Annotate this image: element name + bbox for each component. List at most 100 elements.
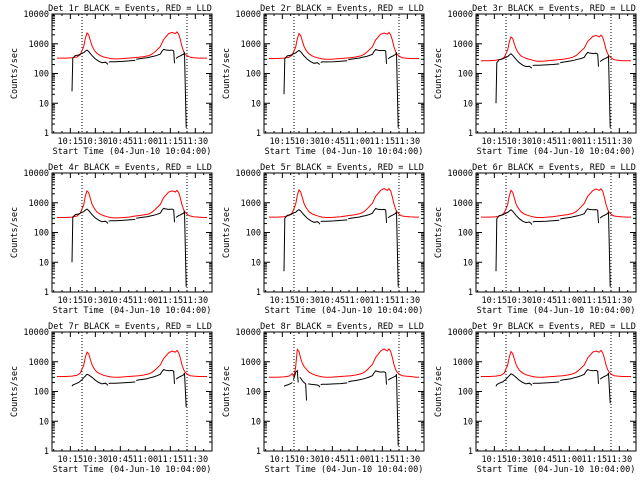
events-series-line: [320, 60, 348, 63]
chart-title: Det 7r BLACK = Events, RED = LLD: [48, 322, 212, 332]
x-axis-label: Start Time (04-Jun-10 10:04:00): [265, 147, 424, 157]
lld-series-line: [269, 187, 419, 218]
x-tick-label: 11:15: [370, 455, 396, 465]
x-tick-label: 11:30: [183, 455, 209, 465]
y-tick-label: 10: [463, 417, 473, 427]
y-tick-label: 1: [44, 288, 49, 298]
x-tick-label: 11:00: [345, 137, 371, 147]
x-tick-label: 10:45: [108, 137, 134, 147]
y-tick-label: 100: [458, 229, 473, 239]
plot-frame: [263, 13, 425, 134]
events-series-line: [299, 376, 307, 401]
events-series-line: [560, 208, 599, 224]
y-axis-label: Counts/sec: [222, 366, 232, 417]
y-axis-label: Counts/sec: [10, 366, 20, 417]
x-tick-label: 11:00: [345, 455, 371, 465]
chart-panel-det8r: Det 8r BLACK = Events, RED = LLD 1 10 100 10…: [222, 322, 425, 475]
y-tick-label: 10000: [447, 10, 473, 20]
y-tick-label: 1: [256, 129, 261, 139]
chart-title: Det 6r BLACK = Events, RED = LLD: [472, 163, 636, 173]
chart-panel-det6r: Det 6r BLACK = Events, RED = LLD 1 10 100 10…: [434, 163, 637, 316]
x-tick-label: 10:30: [295, 296, 321, 306]
x-tick-label: 10:15: [270, 455, 296, 465]
y-tick-label: 10: [251, 417, 261, 427]
plot-frame: [475, 13, 637, 134]
x-tick-label: 10:15: [58, 296, 84, 306]
y-tick-label: 100: [34, 70, 49, 80]
x-axis-label: Start Time (04-Jun-10 10:04:00): [53, 306, 212, 316]
x-axis-label: Start Time (04-Jun-10 10:04:00): [265, 465, 424, 475]
y-tick-label: 10000: [447, 328, 473, 338]
x-axis-label: Start Time (04-Jun-10 10:04:00): [265, 306, 424, 316]
y-axis-label: Counts/sec: [222, 48, 232, 99]
y-tick-label: 1: [44, 129, 49, 139]
events-series-line: [108, 218, 136, 222]
lld-series-line: [481, 34, 631, 62]
x-tick-label: 10:30: [83, 137, 109, 147]
plot-frame: [263, 172, 425, 293]
y-tick-label: 1: [256, 447, 261, 457]
events-series-line: [495, 373, 533, 387]
y-tick-label: 1000: [29, 199, 49, 209]
y-axis-label: Counts/sec: [10, 207, 20, 258]
events-series-line: [387, 211, 399, 287]
y-tick-label: 10000: [235, 10, 261, 20]
y-tick-label: 100: [246, 229, 261, 239]
x-tick-label: 11:00: [557, 455, 583, 465]
x-tick-label: 10:30: [507, 137, 533, 147]
x-tick-label: 10:30: [295, 137, 321, 147]
chart-panel-det3r: Det 3r BLACK = Events, RED = LLD 1 10 100 10…: [434, 4, 637, 157]
y-axis-label: Counts/sec: [222, 207, 232, 258]
y-tick-label: 1000: [453, 40, 473, 50]
y-tick-label: 100: [246, 388, 261, 398]
events-series-line: [175, 372, 187, 408]
y-tick-label: 10000: [447, 169, 473, 179]
plot-frame: [475, 331, 637, 452]
events-series-line: [348, 370, 387, 385]
x-tick-label: 10:30: [507, 296, 533, 306]
lld-series-line: [57, 349, 207, 378]
chart-title: Det 8r BLACK = Events, RED = LLD: [260, 322, 424, 332]
x-tick-label: 11:00: [557, 296, 583, 306]
y-tick-label: 1000: [453, 358, 473, 368]
events-series-line: [495, 209, 533, 272]
events-series-line: [599, 372, 611, 404]
events-series-line: [175, 211, 187, 287]
y-tick-label: 100: [34, 388, 49, 398]
plot-frame: [51, 13, 213, 134]
y-tick-label: 1: [468, 447, 473, 457]
x-tick-label: 11:15: [582, 137, 608, 147]
chart-panel-det9r: Det 9r BLACK = Events, RED = LLD 1 10 100 10…: [434, 322, 637, 475]
x-tick-label: 10:45: [320, 137, 346, 147]
x-tick-label: 10:45: [108, 455, 134, 465]
chart-panel-det1r: Det 1r BLACK = Events, RED = LLD 1 10 100 10…: [10, 4, 213, 157]
x-axis-label: Start Time (04-Jun-10 10:04:00): [53, 147, 212, 157]
lld-series-line: [269, 348, 419, 380]
x-tick-label: 10:15: [482, 455, 508, 465]
x-tick-label: 11:15: [370, 296, 396, 306]
events-series-line: [71, 208, 109, 263]
y-axis-label: Counts/sec: [10, 48, 20, 99]
events-series-line: [495, 53, 533, 104]
x-tick-label: 11:00: [133, 296, 159, 306]
y-tick-label: 10: [251, 258, 261, 268]
x-tick-label: 11:15: [158, 296, 184, 306]
chart-title: Det 2r BLACK = Events, RED = LLD: [260, 4, 424, 14]
y-tick-label: 10000: [23, 169, 49, 179]
events-series-line: [348, 48, 387, 64]
x-tick-label: 10:15: [482, 137, 508, 147]
x-tick-label: 11:15: [370, 137, 396, 147]
events-series-line: [136, 368, 175, 384]
events-series-line: [308, 383, 321, 388]
x-tick-label: 11:00: [345, 296, 371, 306]
lld-series-line: [481, 349, 631, 378]
y-tick-label: 1000: [241, 358, 261, 368]
events-series-line: [283, 208, 321, 272]
lld-series-line: [481, 188, 631, 218]
events-series-line: [320, 219, 348, 223]
x-tick-label: 11:30: [183, 137, 209, 147]
y-tick-label: 1000: [453, 199, 473, 209]
events-series-line: [320, 382, 348, 386]
y-tick-label: 100: [246, 70, 261, 80]
